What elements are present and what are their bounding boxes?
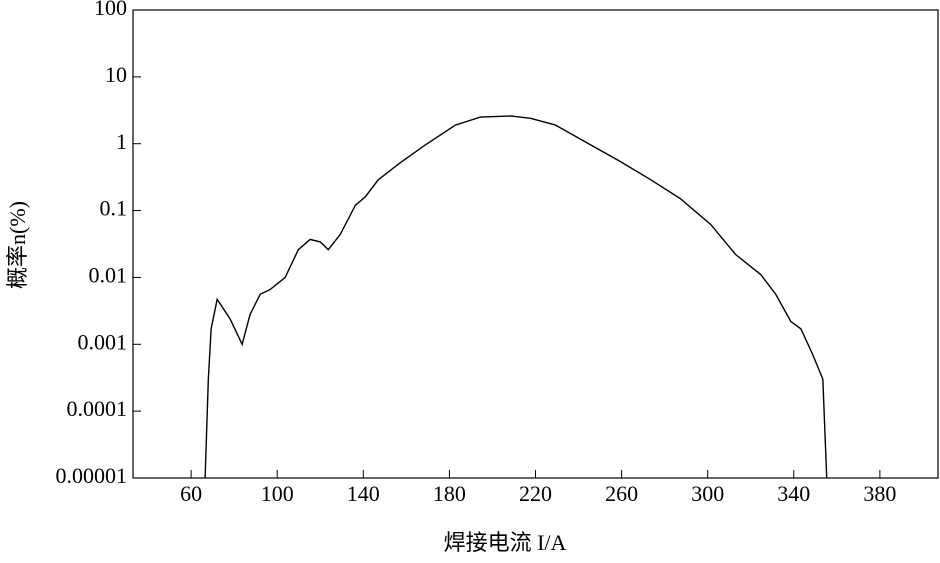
x-tick-label: 60 [180,481,202,506]
data-line [204,115,828,479]
y-tick-label: 10 [105,62,127,87]
x-tick-label: 300 [691,481,724,506]
y-tick-label: 0.1 [100,196,128,221]
y-tick-label: 100 [94,0,127,20]
y-tick-label: 0.00001 [56,463,128,488]
x-tick-label: 340 [777,481,810,506]
y-tick-label: 1 [116,129,127,154]
x-tick-label: 380 [863,481,896,506]
x-tick-label: 140 [347,481,380,506]
x-tick-label: 180 [433,481,466,506]
y-tick-label: 0.0001 [67,396,128,421]
x-tick-label: 220 [519,481,552,506]
x-tick-label: 100 [261,481,294,506]
plot-frame [132,9,939,479]
y-tick-label: 0.01 [89,262,128,287]
x-axis-label: 焊接电流 I/A [444,530,567,555]
y-tick-label: 0.001 [78,329,128,354]
x-tick-label: 260 [605,481,638,506]
y-axis-label: 概率n(%) [5,201,30,289]
